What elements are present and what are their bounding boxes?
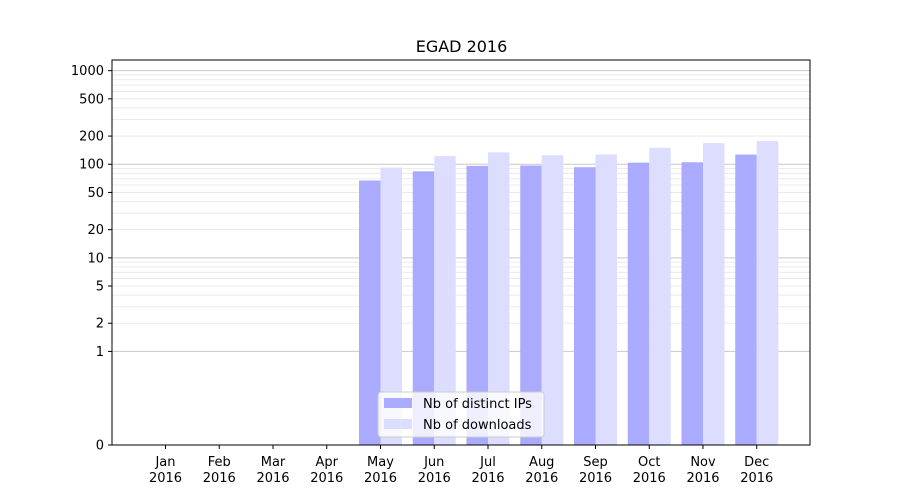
- x-tick-label-year: 2016: [418, 471, 451, 486]
- bar-downloads: [380, 167, 402, 445]
- x-tick-label-year: 2016: [149, 471, 182, 486]
- y-tick-label: 10: [87, 251, 104, 266]
- x-tick-label-month: Feb: [208, 455, 231, 470]
- y-tick-label: 1000: [71, 64, 104, 79]
- y-tick-label: 500: [79, 92, 104, 107]
- bar-distinct-ips: [627, 162, 650, 445]
- y-axis: 0 1 2 5 10 20 50 100 200 500 1000: [71, 64, 112, 454]
- x-tick-label-year: 2016: [525, 471, 558, 486]
- bar-distinct-ips: [412, 171, 435, 445]
- bars: [359, 141, 779, 446]
- legend-box: [377, 391, 545, 438]
- bar-distinct-ips: [735, 154, 757, 445]
- legend-swatch: [384, 398, 412, 408]
- x-tick-label-month: Nov: [690, 455, 716, 470]
- y-tick-label: 1: [96, 345, 104, 360]
- legend-label: Nb of downloads: [423, 418, 532, 433]
- x-tick-label-month: May: [367, 455, 394, 470]
- x-tick-label-year: 2016: [364, 471, 397, 486]
- x-tick-label-month: Jun: [423, 455, 444, 470]
- plot-area-frame: [111, 59, 811, 446]
- bar-distinct-ips: [520, 165, 542, 446]
- bar-downloads: [595, 154, 617, 445]
- bar-downloads: [703, 143, 725, 445]
- bar-downloads: [649, 147, 671, 445]
- legend-label: Nb of distinct IPs: [423, 397, 532, 412]
- x-tick-label-month: Dec: [744, 455, 769, 470]
- x-tick-label-year: 2016: [471, 471, 504, 486]
- x-tick-label-year: 2016: [740, 471, 773, 486]
- x-tick-label-month: Jul: [479, 455, 496, 470]
- x-tick-label-year: 2016: [310, 471, 343, 486]
- x-axis: Jan2016Feb2016Mar2016Apr2016May2016Jun20…: [149, 445, 773, 486]
- chart-title: EGAD 2016: [416, 37, 508, 56]
- x-tick-label-year: 2016: [633, 471, 666, 486]
- y-tick-label: 5: [96, 280, 104, 295]
- x-tick-label-year: 2016: [686, 471, 719, 486]
- x-tick-label-month: Sep: [583, 455, 608, 470]
- x-tick-label-month: Apr: [316, 455, 339, 470]
- y-tick-label: 50: [87, 186, 104, 201]
- bar-downloads: [541, 155, 564, 445]
- legend-swatch: [384, 419, 412, 429]
- x-tick-label-month: Jan: [154, 455, 175, 470]
- bar-distinct-ips: [466, 165, 488, 445]
- y-tick-label: 0: [96, 439, 104, 454]
- bar-distinct-ips: [359, 180, 381, 446]
- x-tick-label-month: Aug: [529, 455, 554, 470]
- bar-downloads: [756, 141, 779, 446]
- x-tick-label-year: 2016: [256, 471, 289, 486]
- y-tick-label: 2: [96, 317, 104, 332]
- bar-distinct-ips: [574, 167, 596, 446]
- legend: Nb of distinct IPs Nb of downloads: [377, 391, 545, 438]
- x-tick-label-month: Oct: [638, 455, 660, 470]
- bar-distinct-ips: [681, 162, 703, 446]
- y-tick-label: 20: [87, 223, 104, 238]
- y-tick-label: 200: [79, 130, 104, 145]
- y-tick-label: 100: [79, 158, 104, 173]
- x-tick-label-month: Mar: [261, 455, 286, 470]
- bar-downloads: [488, 152, 510, 445]
- x-tick-label-year: 2016: [203, 471, 236, 486]
- bar-downloads: [434, 156, 456, 445]
- x-tick-label-year: 2016: [579, 471, 612, 486]
